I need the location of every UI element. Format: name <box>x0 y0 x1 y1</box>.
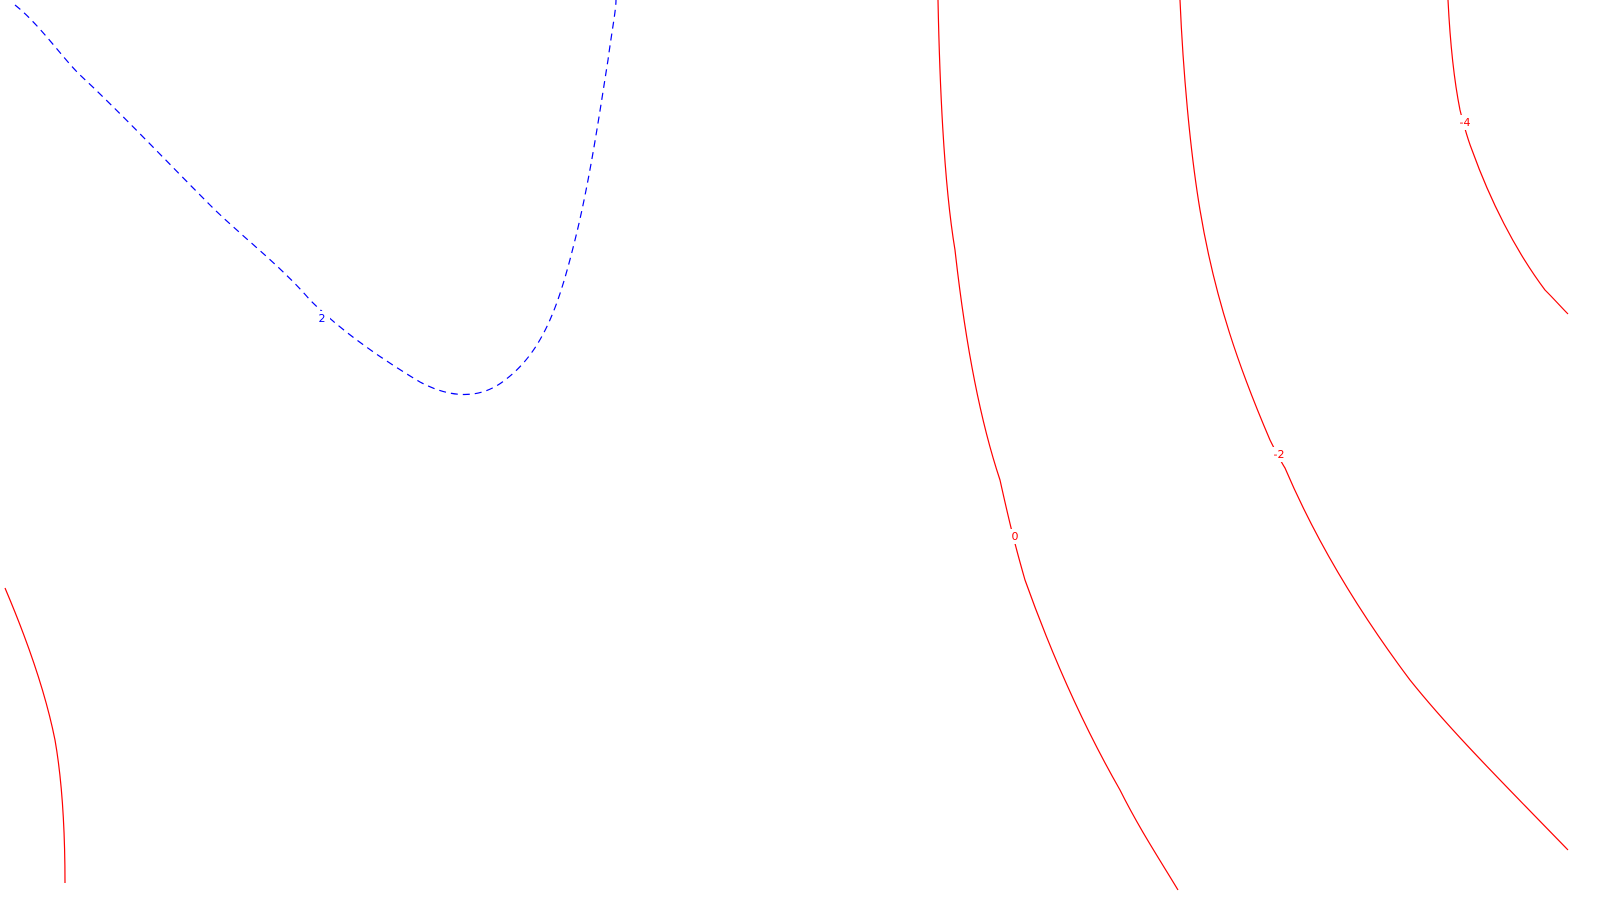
contour-line-neg2 <box>1179 0 1569 851</box>
contour-label-bg-2 <box>312 311 330 325</box>
contour-line-0 <box>937 0 1179 891</box>
contour-line-neg4 <box>1447 0 1569 315</box>
contour-label-bg-neg2 <box>1269 447 1289 462</box>
contour-label-neg4: -4 <box>1460 116 1471 129</box>
contour-label-0: 0 <box>1012 530 1019 543</box>
contour-label-bg-neg4 <box>1455 115 1475 130</box>
contour-label-bg-0 <box>1007 529 1023 544</box>
contour-label-neg2: -2 <box>1274 448 1285 461</box>
contour-line-2 <box>14 0 617 396</box>
contour-label-2: 2 <box>319 312 326 325</box>
contour-line-left <box>4 587 66 884</box>
